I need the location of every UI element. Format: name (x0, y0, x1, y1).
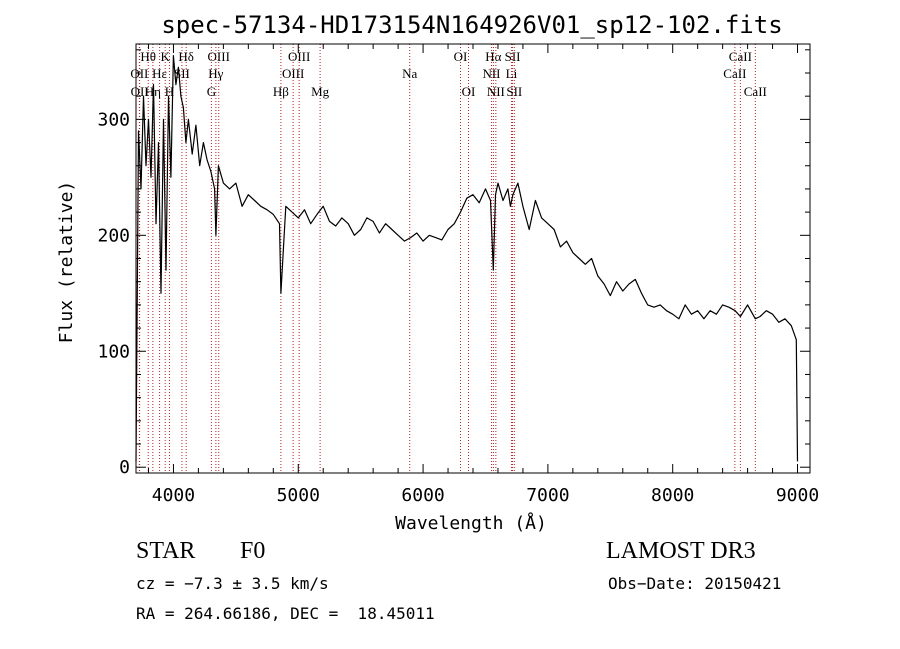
marker-label-18: OII (131, 84, 149, 99)
spectrum-series (135, 54, 799, 462)
axes: 4000 5000 6000 7000 8000 9000 0 100 200 300 (97, 44, 819, 506)
marker-label-12: Hγ (208, 66, 223, 81)
plot-frame (135, 43, 811, 474)
marker-label-14: Na (402, 66, 417, 81)
cz-value: cz = −7.3 ± 3.5 km/s (136, 574, 329, 593)
x-axis-label: Wavelength (Å) (395, 512, 547, 534)
marker-label-22: Hβ (273, 84, 289, 99)
marker-label-21: G (207, 84, 216, 99)
marker-label-1: K (161, 49, 171, 64)
marker-label-9: OII (130, 66, 148, 81)
coordinates: RA = 264.66186, DEC = 18.45011 (136, 604, 435, 623)
marker-label-6: Hα (485, 49, 501, 64)
y-tick-label-0: 0 (119, 457, 130, 478)
x-tick-label-2: 6000 (401, 485, 444, 506)
object-class: STAR (136, 538, 196, 564)
x-tick-label-1: 5000 (277, 485, 320, 506)
marker-label-17: CaII (723, 66, 746, 81)
marker-label-23: Mg (311, 84, 330, 99)
x-tick-label-3: 7000 (526, 485, 569, 506)
marker-label-16: Li (506, 66, 518, 81)
marker-label-15: NII (482, 66, 500, 81)
marker-label-5: OI (454, 49, 468, 64)
spectrum-line-0 (135, 54, 799, 462)
y-tick-label-2: 200 (97, 225, 130, 246)
y-tick-label-3: 300 (97, 109, 130, 130)
x-tick-label-5: 9000 (776, 485, 819, 506)
marker-label-0: Hθ (140, 49, 156, 64)
object-subclass: F0 (240, 538, 266, 564)
marker-label-13: OIII (282, 66, 304, 81)
obs-date: Obs−Date: 20150421 (608, 574, 782, 593)
survey-name: LAMOST DR3 (606, 538, 756, 564)
marker-label-4: OIII (288, 49, 310, 64)
marker-label-10: Hε (152, 66, 167, 81)
y-tick-label-1: 100 (97, 341, 130, 362)
marker-label-26: SII (506, 84, 522, 99)
x-tick-label-4: 8000 (651, 485, 694, 506)
y-axis-label: Flux (relative) (56, 181, 77, 344)
x-tick-label-0: 4000 (152, 485, 195, 506)
chart-title: spec-57134-HD173154N164926V01_sp12-102.f… (161, 11, 782, 39)
marker-label-7: SII (505, 49, 521, 64)
marker-label-3: OIII (208, 49, 230, 64)
marker-label-2: Hδ (178, 49, 194, 64)
marker-label-25: NII (487, 84, 505, 99)
marker-label-24: OI (462, 84, 476, 99)
marker-label-8: CaII (729, 49, 752, 64)
marker-label-20: H (165, 84, 174, 99)
marker-label-27: CaII (744, 84, 767, 99)
